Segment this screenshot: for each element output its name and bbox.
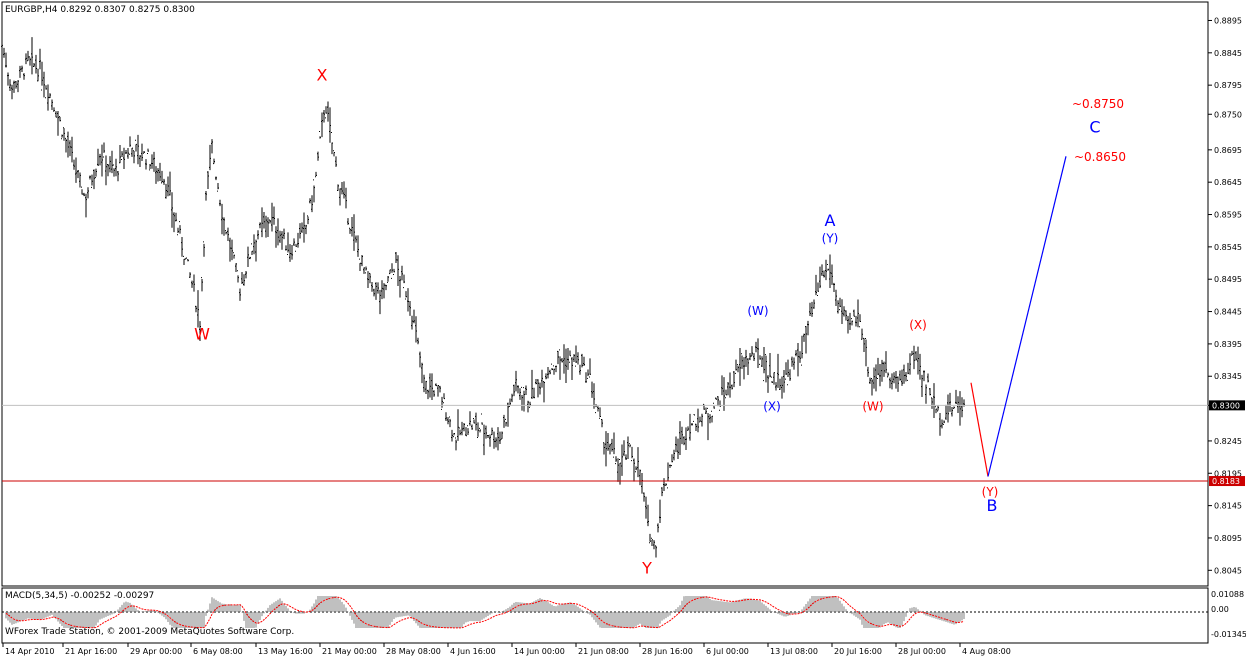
x-tick-label: 14 Apr 2010: [5, 647, 54, 656]
y-tick-label: 0.8195: [1214, 469, 1242, 478]
symbol-info: EURGBP,H4 0.8292 0.8307 0.8275 0.8300: [5, 5, 195, 15]
y-tick-label: 0.8445: [1214, 308, 1242, 317]
x-tick-label: 28 Jun 16:00: [642, 647, 693, 656]
y-tick-label: 0.8895: [1214, 16, 1242, 25]
wave-label: X: [317, 66, 328, 85]
x-tick-label: 21 Jun 08:00: [578, 647, 629, 656]
projection-lines: [970, 156, 1067, 477]
current-price-tag-bg: [1209, 400, 1245, 411]
wave-label: A: [825, 211, 836, 230]
x-tick-label: 4 Jun 16:00: [450, 647, 496, 656]
support-price-tag-bg: [1209, 476, 1245, 487]
price-tags: 0.8300 0.8183: [1209, 400, 1245, 487]
wave-label: B: [987, 496, 998, 515]
y-tick-label: 0.8595: [1214, 211, 1242, 220]
wave-label: C: [1089, 117, 1100, 136]
macd-pane: 0.01088 0.00 -0.01345: [1, 587, 1246, 644]
y-axis: 0.8895 0.8845 0.8795 0.8750 0.8695 0.8645 0.85…: [1208, 16, 1245, 575]
x-tick-labels: 14 Apr 2010 21 Apr 16:00 29 Apr 00:00 6 May…: [2, 643, 1011, 656]
x-tick-label: 29 Apr 00:00: [130, 647, 182, 656]
macd-axis-label: 0.01088: [1211, 590, 1244, 599]
x-tick-label: 21 Apr 16:00: [65, 647, 117, 656]
x-tick-label: 28 May 08:00: [386, 647, 441, 656]
projection-segment: [987, 156, 1067, 477]
x-tick-label: 21 May 00:00: [322, 647, 377, 656]
x-tick-label: 13 Jul 08:00: [770, 647, 818, 656]
wave-label: ~0.8650: [1074, 150, 1126, 164]
y-tick-label: 0.8750: [1214, 110, 1242, 119]
projection-segment: [970, 382, 989, 477]
y-tick-label: 0.8245: [1214, 437, 1242, 446]
support-price-tag: 0.8183: [1212, 477, 1240, 486]
wave-label: W: [194, 324, 210, 343]
y-tick-label: 0.8695: [1214, 146, 1242, 155]
macd-axis-label: 0.00: [1211, 605, 1229, 614]
price-bars: [1, 37, 965, 558]
watermark: WForex Trade Station, © 2001-2009 MetaQu…: [5, 627, 295, 637]
wave-label: (Y): [982, 485, 999, 499]
main-pane-frame: [1, 1, 1209, 587]
macd-title: MACD(5,34,5) -0.00252 -0.00297: [5, 591, 155, 601]
x-tick-label: 20 Jul 16:00: [834, 647, 882, 656]
wave-label: (X): [909, 318, 927, 332]
current-price-tag: 0.8300: [1212, 401, 1240, 410]
y-tick-label: 0.8145: [1214, 502, 1242, 511]
x-tick-label: 28 Jul 00:00: [898, 647, 946, 656]
macd-pane-frame: [1, 587, 1209, 644]
wave-label: Y: [641, 559, 652, 578]
macd-signal-line: [5, 596, 965, 629]
x-tick-label: 4 Aug 08:00: [962, 647, 1011, 656]
y-tick-label: 0.8645: [1214, 178, 1242, 187]
y-tick-labels: 0.8895 0.8845 0.8795 0.8750 0.8695 0.8645 0.85…: [1208, 16, 1242, 575]
y-tick-label: 0.8795: [1214, 81, 1242, 90]
wave-label: (Y): [822, 231, 839, 245]
y-tick-label: 0.8545: [1214, 243, 1242, 252]
y-tick-label: 0.8045: [1214, 566, 1242, 575]
macd-axis-labels: 0.01088 0.00 -0.01345: [1211, 590, 1246, 639]
y-tick-label: 0.8095: [1214, 534, 1242, 543]
wave-label: (X): [763, 400, 781, 414]
x-tick-label: 14 Jun 00:00: [514, 647, 565, 656]
wave-label: ~0.8750: [1072, 97, 1124, 111]
y-tick-label: 0.8495: [1214, 275, 1242, 284]
y-tick-label: 0.8395: [1214, 340, 1242, 349]
y-tick-label: 0.8345: [1214, 372, 1242, 381]
wave-label: (W): [747, 304, 768, 318]
horizontal-lines: [2, 404, 1208, 482]
wave-label: (W): [862, 400, 883, 414]
macd-axis-label: -0.01345: [1211, 630, 1246, 639]
y-tick-label: 0.8845: [1214, 49, 1242, 58]
x-tick-label: 13 May 16:00: [258, 647, 313, 656]
x-tick-label: 6 May 08:00: [193, 647, 243, 656]
x-tick-label: 6 Jul 00:00: [706, 647, 749, 656]
